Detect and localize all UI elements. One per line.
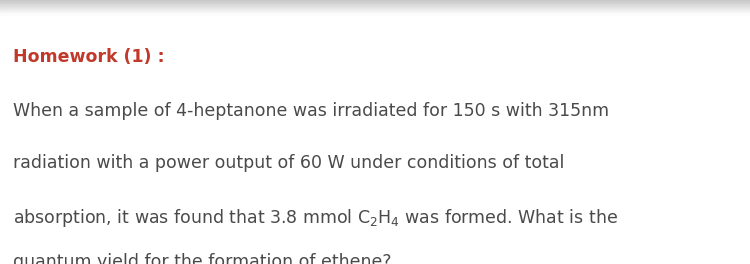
Bar (0, 14, 750, 15)
Bar (0, 9, 750, 10)
Bar (0, 4, 750, 5)
Text: absorption, it was found that 3.8 mmol C$_2$H$_4$ was formed. What is the: absorption, it was found that 3.8 mmol C… (13, 207, 619, 229)
Bar (0, 13, 750, 14)
Bar (0, 12, 750, 13)
Bar (0, 7, 750, 8)
Bar (0, 3, 750, 4)
Bar (0, 10, 750, 11)
Bar (0, 6, 750, 7)
Bar (0, 2, 750, 3)
Bar (0, 1, 750, 2)
Text: radiation with a power output of 60 W under conditions of total: radiation with a power output of 60 W un… (13, 154, 565, 172)
Bar (0, 11, 750, 12)
Bar (0, 0, 750, 1)
Bar (0, 8, 750, 9)
Text: When a sample of 4-heptanone was irradiated for 150 s with 315nm: When a sample of 4-heptanone was irradia… (13, 102, 610, 120)
Bar (0, 5, 750, 6)
Text: quantum yield for the formation of ethene?: quantum yield for the formation of ethen… (13, 253, 392, 264)
Text: Homework (1) :: Homework (1) : (13, 48, 165, 65)
